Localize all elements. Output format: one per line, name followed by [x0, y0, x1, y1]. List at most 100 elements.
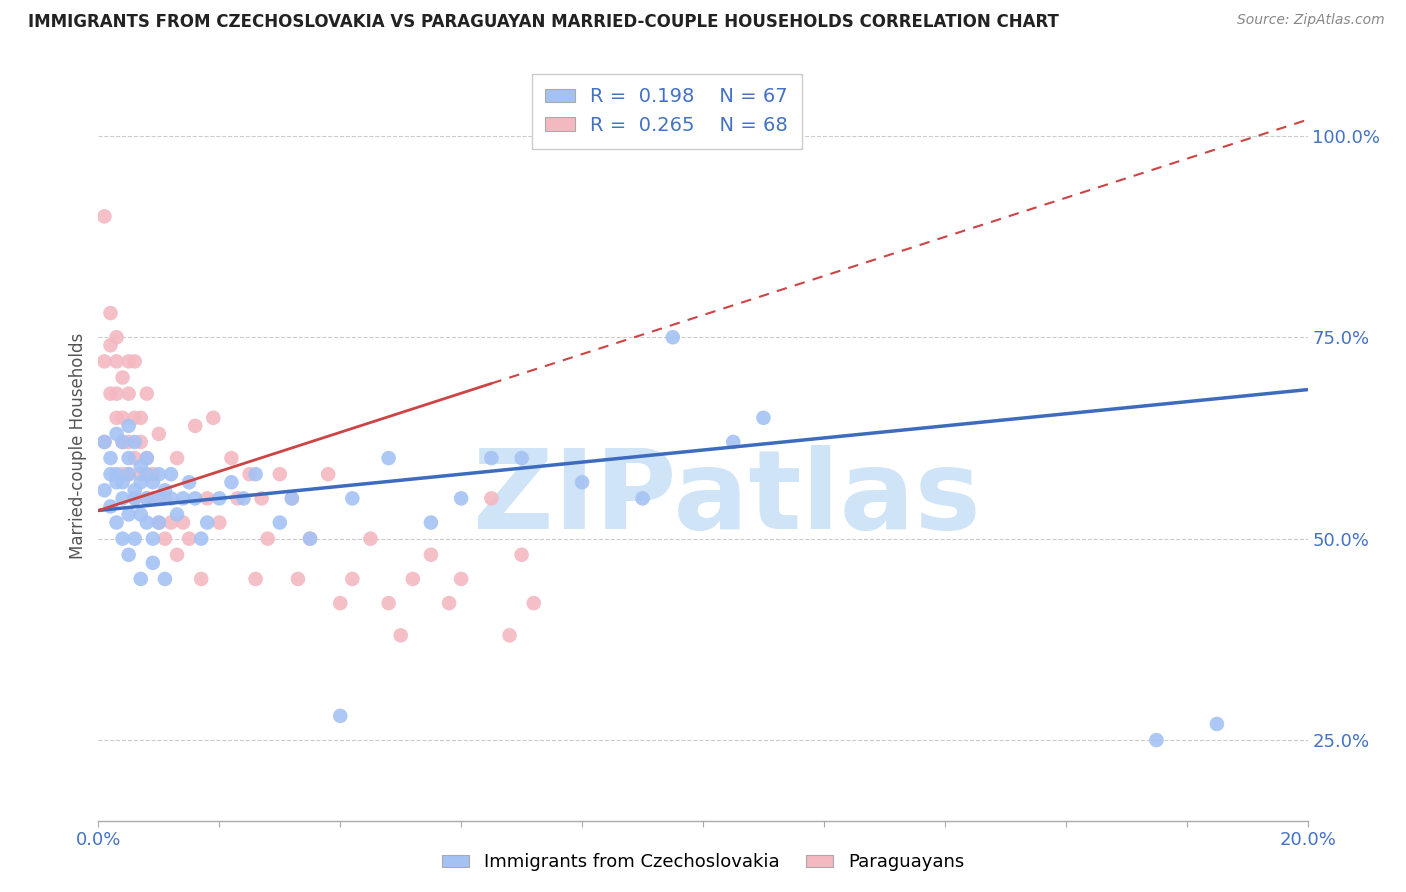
- Point: [142, 467, 165, 482]
- Point: [135, 467, 157, 482]
- Point: [208, 516, 231, 530]
- Point: [93, 483, 115, 498]
- Point: [153, 532, 176, 546]
- Point: [631, 491, 654, 506]
- Point: [179, 532, 201, 546]
- Point: [93, 354, 115, 368]
- Point: [105, 467, 128, 482]
- Point: [124, 354, 146, 368]
- Point: [111, 475, 134, 490]
- Point: [287, 572, 309, 586]
- Point: [402, 572, 425, 586]
- Point: [124, 491, 146, 506]
- Point: [160, 491, 183, 506]
- Point: [111, 410, 134, 425]
- Point: [281, 491, 304, 506]
- Point: [420, 516, 443, 530]
- Point: [195, 491, 218, 506]
- Point: [256, 532, 278, 546]
- Point: [111, 491, 134, 506]
- Point: [105, 386, 128, 401]
- Point: [450, 491, 472, 506]
- Point: [329, 709, 352, 723]
- Point: [129, 410, 152, 425]
- Point: [160, 467, 183, 482]
- Point: [100, 467, 122, 482]
- Point: [299, 532, 322, 546]
- Point: [221, 451, 243, 466]
- Point: [111, 532, 134, 546]
- Point: [172, 491, 194, 506]
- Point: [129, 467, 152, 482]
- Point: [342, 572, 364, 586]
- Point: [135, 386, 157, 401]
- Point: [148, 426, 170, 441]
- Point: [166, 508, 188, 522]
- Point: [105, 354, 128, 368]
- Point: [377, 451, 399, 466]
- Point: [245, 572, 267, 586]
- Point: [148, 516, 170, 530]
- Point: [202, 410, 225, 425]
- Point: [118, 467, 141, 482]
- Point: [105, 426, 128, 441]
- Legend: R =  0.198    N = 67, R =  0.265    N = 68: R = 0.198 N = 67, R = 0.265 N = 68: [531, 73, 801, 149]
- Point: [111, 434, 134, 449]
- Point: [250, 491, 273, 506]
- Point: [450, 572, 472, 586]
- Point: [118, 508, 141, 522]
- Point: [124, 483, 146, 498]
- Text: IMMIGRANTS FROM CZECHOSLOVAKIA VS PARAGUAYAN MARRIED-COUPLE HOUSEHOLDS CORRELATI: IMMIGRANTS FROM CZECHOSLOVAKIA VS PARAGU…: [28, 13, 1059, 31]
- Point: [118, 434, 141, 449]
- Point: [142, 532, 165, 546]
- Point: [135, 516, 157, 530]
- Point: [523, 596, 546, 610]
- Point: [221, 475, 243, 490]
- Point: [142, 475, 165, 490]
- Point: [389, 628, 412, 642]
- Point: [129, 434, 152, 449]
- Point: [269, 516, 291, 530]
- Point: [723, 434, 745, 449]
- Point: [360, 532, 382, 546]
- Point: [111, 370, 134, 384]
- Point: [118, 386, 141, 401]
- Point: [105, 475, 128, 490]
- Text: Source: ZipAtlas.com: Source: ZipAtlas.com: [1237, 13, 1385, 28]
- Point: [208, 491, 231, 506]
- Legend: Immigrants from Czechoslovakia, Paraguayans: Immigrants from Czechoslovakia, Paraguay…: [434, 847, 972, 879]
- Point: [135, 451, 157, 466]
- Point: [510, 548, 533, 562]
- Point: [111, 434, 134, 449]
- Point: [111, 467, 134, 482]
- Point: [498, 628, 520, 642]
- Point: [752, 410, 775, 425]
- Point: [135, 451, 157, 466]
- Point: [160, 516, 183, 530]
- Point: [148, 516, 170, 530]
- Point: [661, 330, 683, 344]
- Point: [299, 532, 322, 546]
- Point: [124, 532, 146, 546]
- Point: [166, 548, 188, 562]
- Point: [239, 467, 262, 482]
- Point: [135, 491, 157, 506]
- Point: [195, 516, 218, 530]
- Point: [105, 516, 128, 530]
- Point: [153, 491, 176, 506]
- Point: [105, 330, 128, 344]
- Point: [437, 596, 460, 610]
- Point: [153, 483, 176, 498]
- Point: [166, 451, 188, 466]
- Point: [129, 475, 152, 490]
- Point: [124, 491, 146, 506]
- Point: [142, 491, 165, 506]
- Point: [269, 467, 291, 482]
- Point: [100, 338, 122, 352]
- Point: [420, 548, 443, 562]
- Point: [135, 491, 157, 506]
- Point: [118, 548, 141, 562]
- Point: [245, 467, 267, 482]
- Point: [342, 491, 364, 506]
- Point: [281, 491, 304, 506]
